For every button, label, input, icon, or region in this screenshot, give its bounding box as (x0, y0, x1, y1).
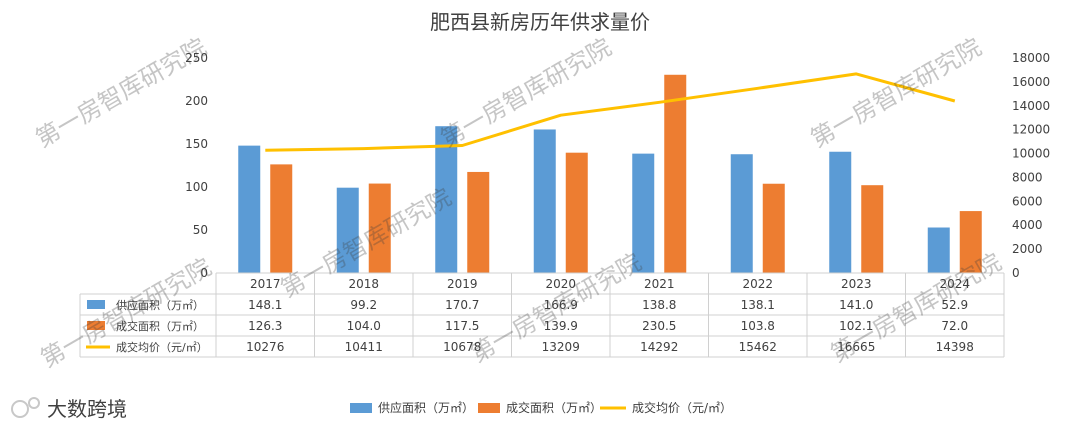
watermark-text: 第一房智库研究院 (36, 253, 216, 373)
y-right-tick-label: 4000 (1012, 218, 1043, 232)
table-cell: 14292 (640, 340, 678, 354)
table-cell: 139.9 (544, 319, 578, 333)
table-cell: 14398 (936, 340, 974, 354)
watermark-text: 第一房智库研究院 (436, 33, 616, 153)
y-left-tick-label: 150 (185, 137, 208, 151)
y-left-tick-label: 0 (200, 266, 208, 280)
bar (336, 187, 359, 273)
y-right-tick-label: 6000 (1012, 194, 1043, 208)
brand-logo: 大数跨境 (11, 397, 127, 421)
table-cell: 52.9 (941, 298, 968, 312)
y-left-tick-label: 250 (185, 51, 208, 65)
y-right-tick-label: 2000 (1012, 242, 1043, 256)
table-cell: 99.2 (350, 298, 377, 312)
y-left-tick-label: 100 (185, 180, 208, 194)
bar (959, 211, 982, 273)
table-row-header: 供应面积（万㎡） (116, 298, 204, 312)
category-label: 2021 (644, 277, 675, 291)
legend-label: 成交均价（元/㎡） (632, 400, 732, 415)
table-cell: 104.0 (347, 319, 381, 333)
watermark-text: 第一房智库研究院 (806, 33, 986, 153)
y-left-tick-label: 200 (185, 94, 208, 108)
table-cell: 10411 (345, 340, 383, 354)
category-label: 2024 (939, 277, 970, 291)
y-right-tick-label: 8000 (1012, 170, 1043, 184)
series-0-bars (238, 126, 950, 273)
x-category-labels: 2017 2018 2019 2020 2021 2022 2023 2024 (250, 277, 970, 291)
bar (467, 171, 490, 273)
table-cell: 170.7 (445, 298, 479, 312)
table-cell: 166.9 (544, 298, 578, 312)
legend-label: 成交面积（万㎡） (506, 400, 602, 415)
table-cell: 126.3 (248, 319, 282, 333)
table-cell: 10276 (246, 340, 284, 354)
y-right-tick-label: 16000 (1012, 75, 1050, 89)
y-right-tick-label: 0 (1012, 266, 1020, 280)
legend-swatch (478, 403, 500, 413)
table-cell: 148.1 (248, 298, 282, 312)
table-legend-swatch (87, 321, 105, 330)
bar (368, 183, 391, 273)
series-2-line (265, 72, 956, 152)
table-cell: 10678 (443, 340, 481, 354)
table-cell: 138.8 (642, 298, 676, 312)
bar (861, 185, 884, 273)
category-label: 2022 (742, 277, 773, 291)
y-left-tick-label: 50 (193, 223, 208, 237)
y-axis-left: 0 50 100 150 200 250 (185, 51, 208, 280)
brand-icon (28, 397, 40, 409)
table-cell: 117.5 (445, 319, 479, 333)
brand-icon (11, 400, 29, 418)
table-row-series-1: 成交面积（万㎡） 126.3 104.0 117.5 139.9 230.5 103.8 10… (87, 319, 968, 333)
category-label: 2018 (348, 277, 379, 291)
bar (927, 227, 950, 273)
legend-swatch (350, 403, 372, 413)
table-cell: 13209 (542, 340, 580, 354)
table-row-header: 成交均价（元/㎡） (116, 340, 208, 354)
bar (730, 154, 753, 273)
table-cell: 230.5 (642, 319, 676, 333)
bar (762, 183, 785, 273)
bar (632, 153, 655, 273)
category-label: 2019 (447, 277, 478, 291)
table-cell: 103.8 (741, 319, 775, 333)
legend-label: 供应面积（万㎡） (378, 400, 474, 415)
category-label: 2017 (250, 277, 281, 291)
data-table-grid (79, 272, 1005, 358)
y-right-tick-label: 14000 (1012, 99, 1050, 113)
bar (565, 152, 588, 273)
chart-title: 肥西县新房历年供求量价 (430, 10, 650, 34)
table-row-series-0: 供应面积（万㎡） 148.1 99.2 170.7 166.9 138.8 138.1 141… (87, 298, 968, 312)
bar (664, 74, 687, 274)
brand-text: 大数跨境 (47, 397, 127, 421)
table-row-series-2: 成交均价（元/㎡） 10276 10411 10678 13209 14292 15462 1… (86, 340, 974, 354)
bar (435, 126, 458, 273)
bar (270, 164, 293, 273)
y-right-tick-label: 12000 (1012, 123, 1050, 137)
table-cell: 72.0 (941, 319, 968, 333)
bar (829, 151, 852, 273)
watermark-text: 第一房智库研究院 (31, 33, 211, 153)
table-cell: 102.1 (839, 319, 873, 333)
y-right-tick-label: 10000 (1012, 147, 1050, 161)
bar (238, 145, 261, 273)
legend: 供应面积（万㎡） 成交面积（万㎡） 成交均价（元/㎡） (350, 400, 732, 415)
series-1-bars (270, 74, 982, 274)
category-label: 2020 (545, 277, 576, 291)
y-axis-right: 0 2000 4000 6000 8000 10000 12000 14000 16000 180… (1012, 51, 1050, 280)
table-row-header: 成交面积（万㎡） (116, 319, 204, 333)
table-cell: 138.1 (741, 298, 775, 312)
y-right-tick-label: 18000 (1012, 51, 1050, 65)
table-cell: 16665 (837, 340, 875, 354)
table-cell: 15462 (739, 340, 777, 354)
table-legend-swatch (87, 300, 105, 309)
bar (533, 129, 556, 273)
category-label: 2023 (841, 277, 872, 291)
table-cell: 141.0 (839, 298, 873, 312)
